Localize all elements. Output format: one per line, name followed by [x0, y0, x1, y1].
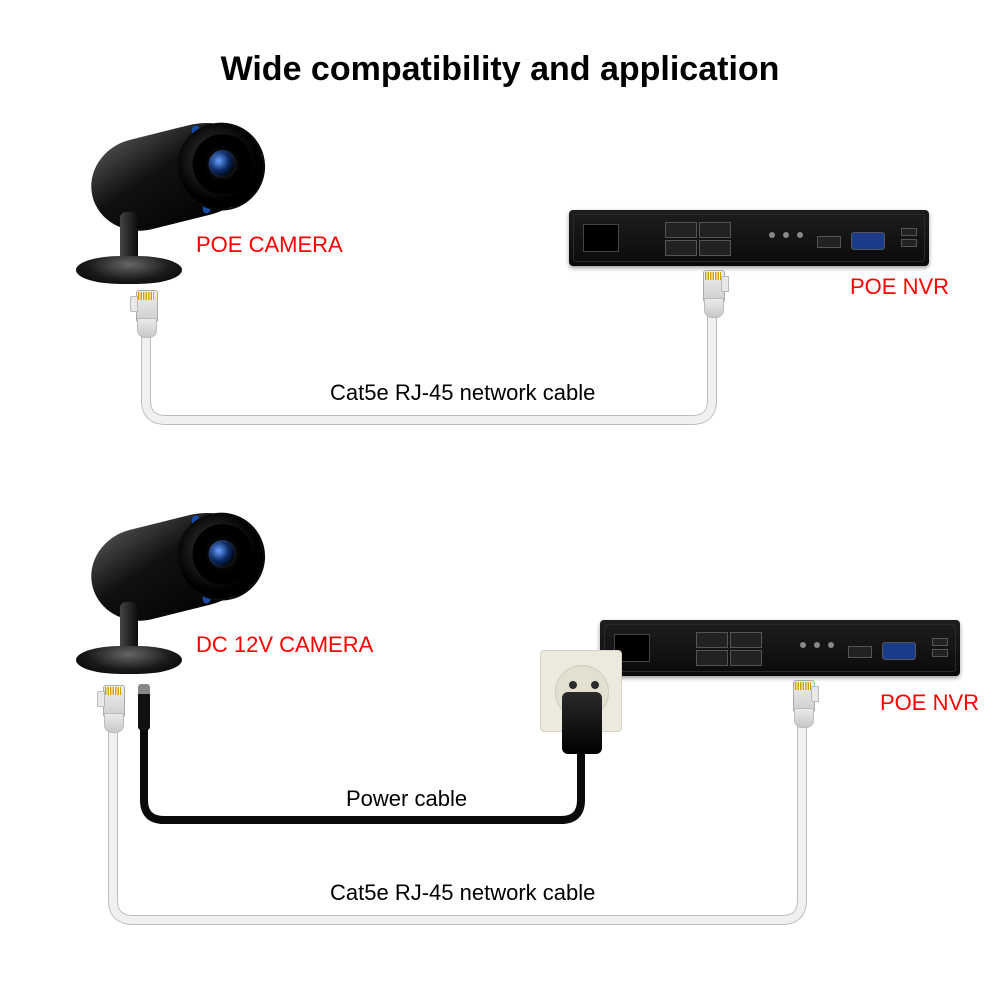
rj45-plug-icon — [790, 680, 816, 726]
dc-camera-label: DC 12V CAMERA — [196, 632, 373, 658]
poe-camera-label: POE CAMERA — [196, 232, 343, 258]
rj45-plug-icon — [133, 290, 159, 336]
poe-nvr-1-icon — [569, 210, 929, 266]
power-cable-label: Power cable — [346, 786, 467, 812]
network-cable-2-label: Cat5e RJ-45 network cable — [330, 880, 595, 906]
page-title: Wide compatibility and application — [0, 50, 1000, 89]
power-adapter-icon — [562, 692, 602, 754]
dc-barrel-icon — [138, 684, 150, 730]
diagram-stage: Wide compatibility and application POE C… — [0, 0, 1000, 1000]
rj45-plug-icon — [100, 685, 126, 731]
network-cable-1-label: Cat5e RJ-45 network cable — [330, 380, 595, 406]
dc-camera-icon — [60, 520, 280, 710]
poe-nvr-2-label: POE NVR — [880, 690, 979, 716]
poe-nvr-2-icon — [600, 620, 960, 676]
rj45-plug-icon — [700, 270, 726, 316]
poe-nvr-1-label: POE NVR — [850, 274, 949, 300]
poe-camera-icon — [60, 130, 280, 320]
